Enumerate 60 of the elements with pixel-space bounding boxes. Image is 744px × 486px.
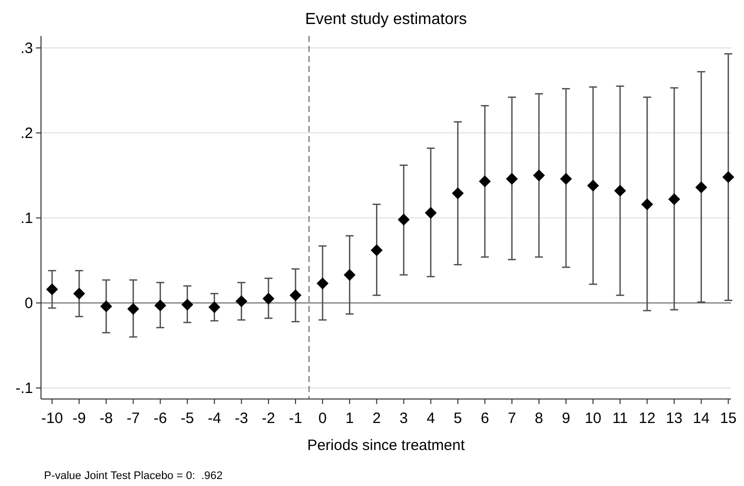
point <box>127 302 140 315</box>
x-tick-label: -9 <box>72 410 86 427</box>
point <box>181 298 194 311</box>
point <box>46 283 58 296</box>
x-tick-label: -5 <box>180 410 194 427</box>
x-tick-label: 14 <box>692 410 710 427</box>
x-tick-label: 4 <box>426 410 435 427</box>
point <box>398 214 410 226</box>
point <box>506 172 518 185</box>
x-tick-label: 8 <box>534 410 544 427</box>
point <box>722 171 734 184</box>
x-tick-label: 13 <box>666 410 683 427</box>
x-tick-label: 6 <box>480 410 490 427</box>
point <box>668 193 680 206</box>
y-tick-label: -.1 <box>15 380 33 398</box>
x-tick-label: -2 <box>262 410 276 427</box>
x-tick-label: -8 <box>100 410 113 427</box>
point <box>154 300 166 312</box>
y-tick-label: .3 <box>20 40 33 58</box>
x-tick-label: -7 <box>126 410 140 427</box>
point <box>262 292 274 305</box>
x-tick-label: 1 <box>345 410 354 427</box>
x-tick-label: 11 <box>612 410 628 427</box>
point <box>641 198 654 210</box>
point <box>452 187 464 200</box>
x-tick-label: 2 <box>372 410 381 427</box>
x-tick-label: 3 <box>400 410 408 427</box>
point <box>614 184 626 197</box>
x-tick-label: -1 <box>288 410 302 427</box>
x-tick-label: -4 <box>208 410 222 427</box>
point <box>424 206 437 219</box>
point <box>587 180 599 192</box>
point <box>533 169 545 182</box>
x-tick-label: -3 <box>234 410 248 427</box>
point <box>316 277 329 290</box>
text: P-value Joint Test Placebo = 0: .962 <box>44 470 223 482</box>
x-tick-label: -10 <box>41 410 63 427</box>
chart-title: Event study estimators <box>305 11 467 28</box>
y-tick-label: .2 <box>20 125 33 142</box>
point <box>695 181 708 194</box>
x-tick-label: 15 <box>720 410 737 427</box>
y-tick-label: 0 <box>24 295 33 312</box>
point <box>370 244 383 256</box>
point <box>560 172 572 185</box>
point <box>478 175 491 188</box>
x-tick-label: 7 <box>508 410 516 427</box>
x-tick-label: 12 <box>638 410 656 427</box>
x-tick-label: 9 <box>562 410 570 427</box>
x-tick-label: 10 <box>584 410 602 427</box>
point <box>73 288 86 300</box>
point <box>290 289 302 302</box>
x-tick-label: 0 <box>318 410 327 427</box>
x-axis-title: Periods since treatment <box>307 437 466 454</box>
x-tick-label: 5 <box>454 410 462 427</box>
y-tick-label: .1 <box>20 210 33 228</box>
point <box>100 300 112 312</box>
point <box>235 295 248 308</box>
point <box>208 301 220 314</box>
x-tick-label: -6 <box>154 410 167 427</box>
point <box>344 268 356 281</box>
